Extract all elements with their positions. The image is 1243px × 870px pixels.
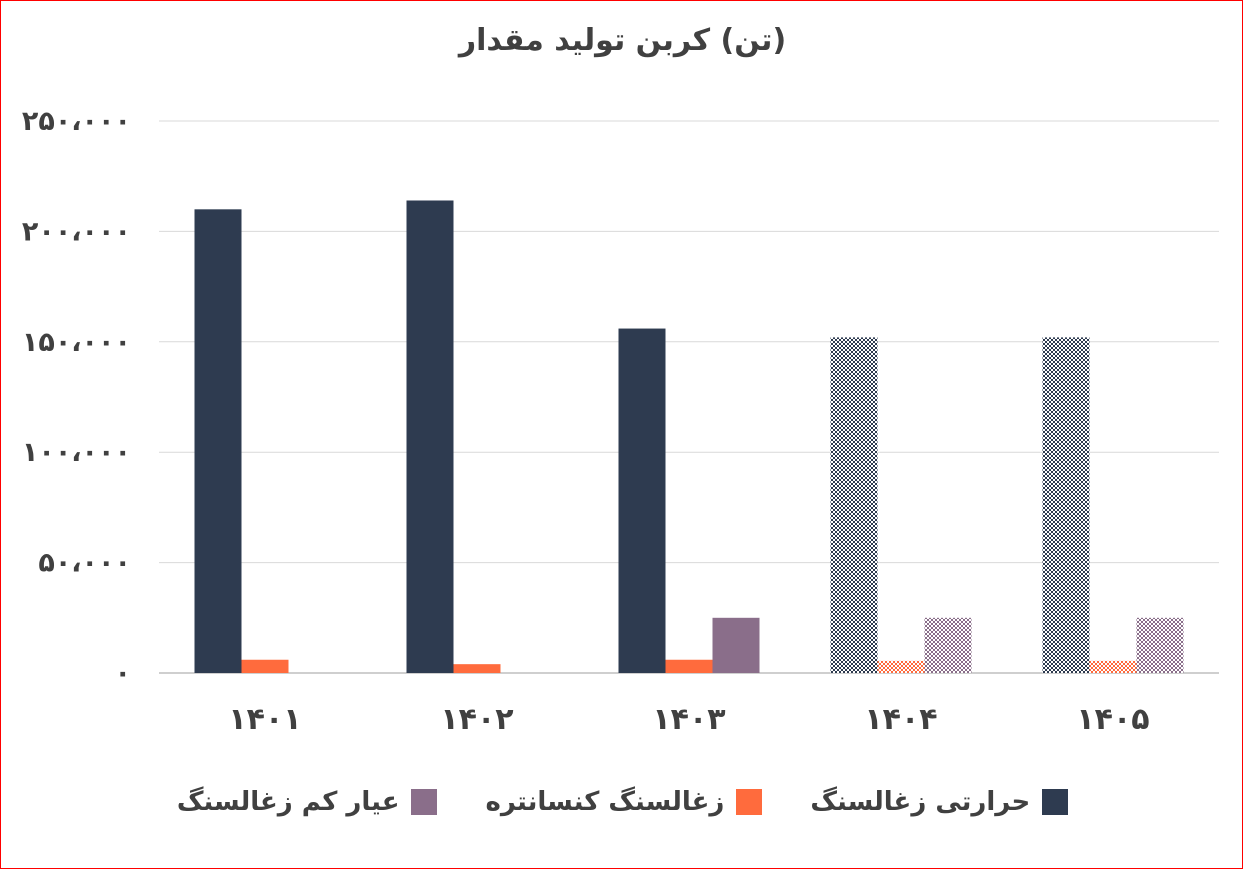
y-tick-label: ۲۰۰،۰۰۰ bbox=[22, 216, 131, 247]
bar bbox=[194, 209, 242, 673]
legend-label-low-grade-coal: عیار کم زغالسنگ bbox=[176, 787, 400, 817]
x-tick-label: ۱۴۰۲ bbox=[440, 702, 513, 737]
bar bbox=[877, 660, 925, 673]
x-tick-label: ۱۴۰۳ bbox=[652, 702, 725, 737]
chart-title: (تن) کربن تولید مقدار bbox=[458, 23, 787, 58]
x-tick-label: ۱۴۰۱ bbox=[228, 702, 301, 737]
bar bbox=[712, 617, 760, 673]
legend-item-low-grade-coal: عیار کم زغالسنگ bbox=[177, 787, 438, 817]
y-tick-label: ۲۵۰،۰۰۰ bbox=[22, 106, 131, 137]
bar bbox=[618, 328, 666, 673]
legend-item-thermal-coal: حرارتی زغالسنگ bbox=[810, 787, 1069, 817]
legend-swatch-thermal-coal bbox=[1042, 789, 1069, 815]
x-tick-label: ۱۴۰۴ bbox=[864, 702, 937, 737]
y-tick-label: ۱۵۰،۰۰۰ bbox=[22, 327, 131, 358]
bar bbox=[924, 617, 972, 673]
bar bbox=[406, 200, 454, 673]
bar bbox=[1042, 337, 1090, 673]
legend-swatch-concentrate-coal bbox=[736, 789, 763, 815]
chart-legend: حرارتی زغالسنگ زغالسنگ کنسانتره عیار کم … bbox=[1, 787, 1243, 817]
bar bbox=[1089, 660, 1137, 673]
y-tick-label: ۰ bbox=[115, 658, 131, 689]
legend-swatch-low-grade-coal bbox=[411, 789, 438, 815]
legend-label-thermal-coal: حرارتی زغالسنگ bbox=[810, 787, 1031, 817]
y-tick-label: ۵۰،۰۰۰ bbox=[38, 548, 131, 579]
y-tick-label: ۱۰۰،۰۰۰ bbox=[22, 437, 131, 468]
bar bbox=[241, 659, 289, 673]
bar bbox=[1136, 617, 1184, 673]
bar bbox=[453, 664, 501, 673]
x-tick-label: ۱۴۰۵ bbox=[1076, 702, 1149, 737]
legend-item-concentrate-coal: زغالسنگ کنسانتره bbox=[485, 787, 763, 817]
legend-label-concentrate-coal: زغالسنگ کنسانتره bbox=[485, 787, 725, 817]
bar bbox=[665, 659, 713, 673]
bar bbox=[830, 337, 878, 673]
